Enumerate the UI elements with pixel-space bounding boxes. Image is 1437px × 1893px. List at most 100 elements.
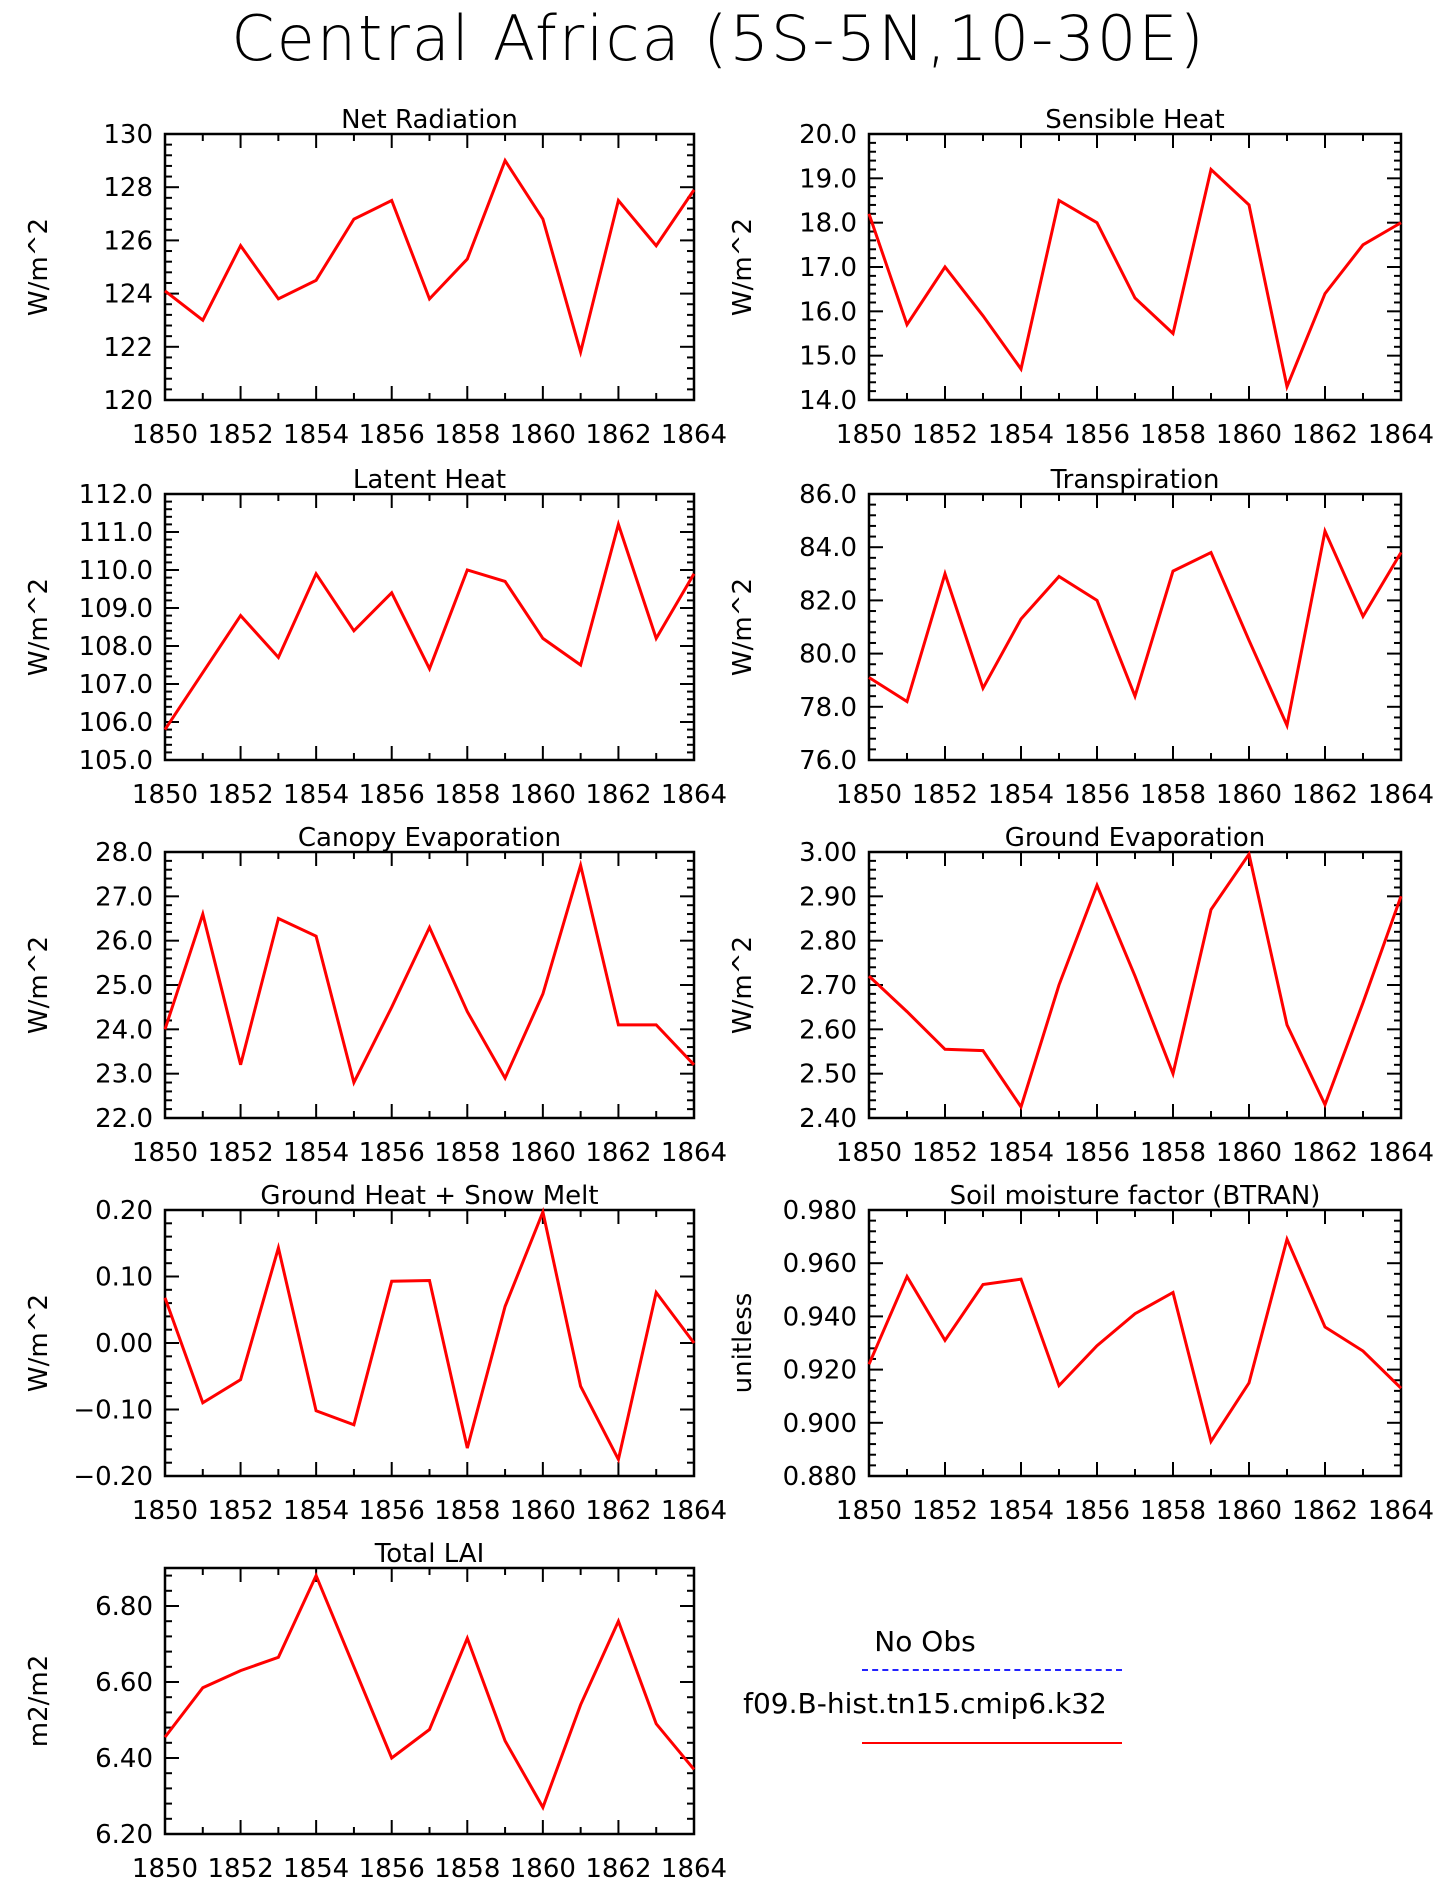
chart-title: Total LAI (374, 1539, 485, 1569)
x-tick-label: 1856 (359, 1138, 425, 1168)
y-tick-label: −0.20 (73, 1462, 153, 1492)
y-tick-label: 16.0 (799, 297, 857, 327)
x-tick-label: 1852 (207, 1496, 273, 1526)
y-tick-label: 0.10 (95, 1263, 153, 1293)
chart-title: Ground Heat + Snow Melt (260, 1181, 598, 1211)
y-tick-label: 2.70 (799, 971, 857, 1001)
y-tick-label: 0.960 (783, 1249, 857, 1279)
y-tick-label: 18.0 (799, 209, 857, 239)
x-tick-label: 1856 (359, 780, 425, 810)
series-line (867, 1234, 1403, 1446)
x-tick-label: 1862 (1292, 780, 1358, 810)
y-tick-label: 24.0 (95, 1015, 153, 1045)
chart-panel-4: 1850 1852 1854 1856 1858 1860 1862 1864 76.0 78.0… (728, 465, 1434, 810)
x-tick-label: 1854 (283, 1496, 349, 1526)
chart-panel-2: 1850 1852 1854 1856 1858 1860 1862 1864 14.0 15.0… (728, 105, 1434, 450)
x-tick-label: 1864 (661, 1496, 727, 1526)
y-tick-label: 2.50 (799, 1060, 857, 1090)
y-tick-label: 110.0 (79, 556, 153, 586)
y-tick-label: 22.0 (95, 1104, 153, 1134)
x-tick-label: 1850 (836, 780, 902, 810)
chart-panel-7: 1850 1852 1854 1856 1858 1860 1862 1864 −0.20 −0.… (24, 1181, 727, 1526)
y-axis-label: W/m^2 (728, 218, 758, 316)
x-tick-label: 1858 (1140, 1496, 1206, 1526)
y-axis-label: m2/m2 (24, 1655, 54, 1748)
x-tick-label: 1856 (1064, 1138, 1130, 1168)
series-line (163, 1571, 696, 1811)
x-tick-label: 1852 (207, 420, 273, 450)
x-tick-label: 1858 (1140, 780, 1206, 810)
x-tick-label: 1852 (912, 1496, 978, 1526)
chart-title: Canopy Evaporation (298, 823, 561, 853)
y-tick-label: 109.0 (79, 594, 153, 624)
x-tick-label: 1858 (1140, 420, 1206, 450)
x-tick-label: 1852 (207, 1138, 273, 1168)
series-line (867, 166, 1402, 392)
x-tick-label: 1862 (585, 1496, 651, 1526)
x-tick-label: 1864 (1368, 420, 1434, 450)
y-tick-label: 86.0 (799, 480, 857, 510)
chart-title: Sensible Heat (1045, 105, 1224, 135)
x-tick-label: 1860 (510, 780, 576, 810)
x-tick-label: 1854 (283, 420, 349, 450)
x-tick-label: 1854 (988, 420, 1054, 450)
y-tick-label: 6.40 (95, 1744, 153, 1774)
x-tick-label: 1852 (207, 780, 273, 810)
page-title: Central Africa (5S-5N,10-30E) (231, 2, 1206, 75)
x-tick-label: 1860 (510, 1138, 576, 1168)
x-tick-label: 1860 (1216, 1138, 1282, 1168)
y-tick-label: 6.20 (95, 1820, 153, 1850)
y-tick-label: 124 (103, 280, 153, 310)
y-tick-label: 2.90 (799, 882, 857, 912)
x-tick-label: 1850 (132, 1854, 198, 1884)
x-tick-label: 1854 (988, 780, 1054, 810)
y-tick-label: 19.0 (799, 164, 857, 194)
x-tick-label: 1852 (912, 420, 978, 450)
x-tick-label: 1850 (132, 780, 198, 810)
x-tick-label: 1854 (988, 1496, 1054, 1526)
chart-panel-3: 1850 1852 1854 1856 1858 1860 1862 1864 105.0 106… (24, 465, 727, 810)
y-tick-label: 111.0 (79, 518, 153, 548)
y-tick-label: 17.0 (799, 253, 857, 283)
x-tick-label: 1864 (1368, 1496, 1434, 1526)
y-axis-label: W/m^2 (24, 218, 54, 316)
x-tick-label: 1856 (1064, 1496, 1130, 1526)
x-tick-label: 1852 (912, 1138, 978, 1168)
y-tick-label: 0.940 (783, 1302, 857, 1332)
x-tick-label: 1854 (283, 780, 349, 810)
y-tick-label: 3.00 (799, 838, 857, 868)
x-tick-label: 1862 (585, 420, 651, 450)
y-tick-label: 78.0 (799, 693, 857, 723)
plot-frame (867, 1208, 1403, 1478)
y-tick-label: 2.80 (799, 927, 857, 957)
y-tick-label: 20.0 (799, 120, 857, 150)
legend-obs-line (862, 1669, 1122, 1671)
y-tick-label: 23.0 (95, 1060, 153, 1090)
y-axis-label: W/m^2 (728, 578, 758, 676)
series-line (867, 850, 1403, 1111)
series-line (164, 157, 696, 358)
y-tick-label: 0.980 (783, 1196, 857, 1226)
y-tick-label: 27.0 (95, 882, 153, 912)
x-tick-label: 1856 (359, 420, 425, 450)
y-tick-label: 107.0 (79, 670, 153, 700)
y-axis-label: W/m^2 (24, 936, 54, 1034)
x-tick-label: 1856 (359, 1496, 425, 1526)
y-tick-label: 6.80 (95, 1592, 153, 1622)
plot-frame (867, 492, 1403, 762)
x-tick-label: 1850 (836, 1138, 902, 1168)
chart-panel-6: 1850 1852 1854 1856 1858 1860 1862 1864 2.40 2.50… (728, 823, 1434, 1168)
x-tick-label: 1864 (661, 1854, 727, 1884)
x-tick-label: 1850 (836, 1496, 902, 1526)
x-tick-label: 1854 (283, 1854, 349, 1884)
x-tick-label: 1862 (1292, 420, 1358, 450)
y-axis-label: W/m^2 (24, 578, 54, 676)
chart-panel-9: 1850 1852 1854 1856 1858 1860 1862 1864 6.20 6.40… (24, 1539, 727, 1884)
y-tick-label: 122 (103, 333, 153, 363)
x-tick-label: 1858 (434, 1138, 500, 1168)
x-tick-label: 1852 (207, 1854, 273, 1884)
legend-case-line (862, 1742, 1122, 1744)
x-tick-label: 1856 (1064, 420, 1130, 450)
x-tick-label: 1862 (585, 780, 651, 810)
